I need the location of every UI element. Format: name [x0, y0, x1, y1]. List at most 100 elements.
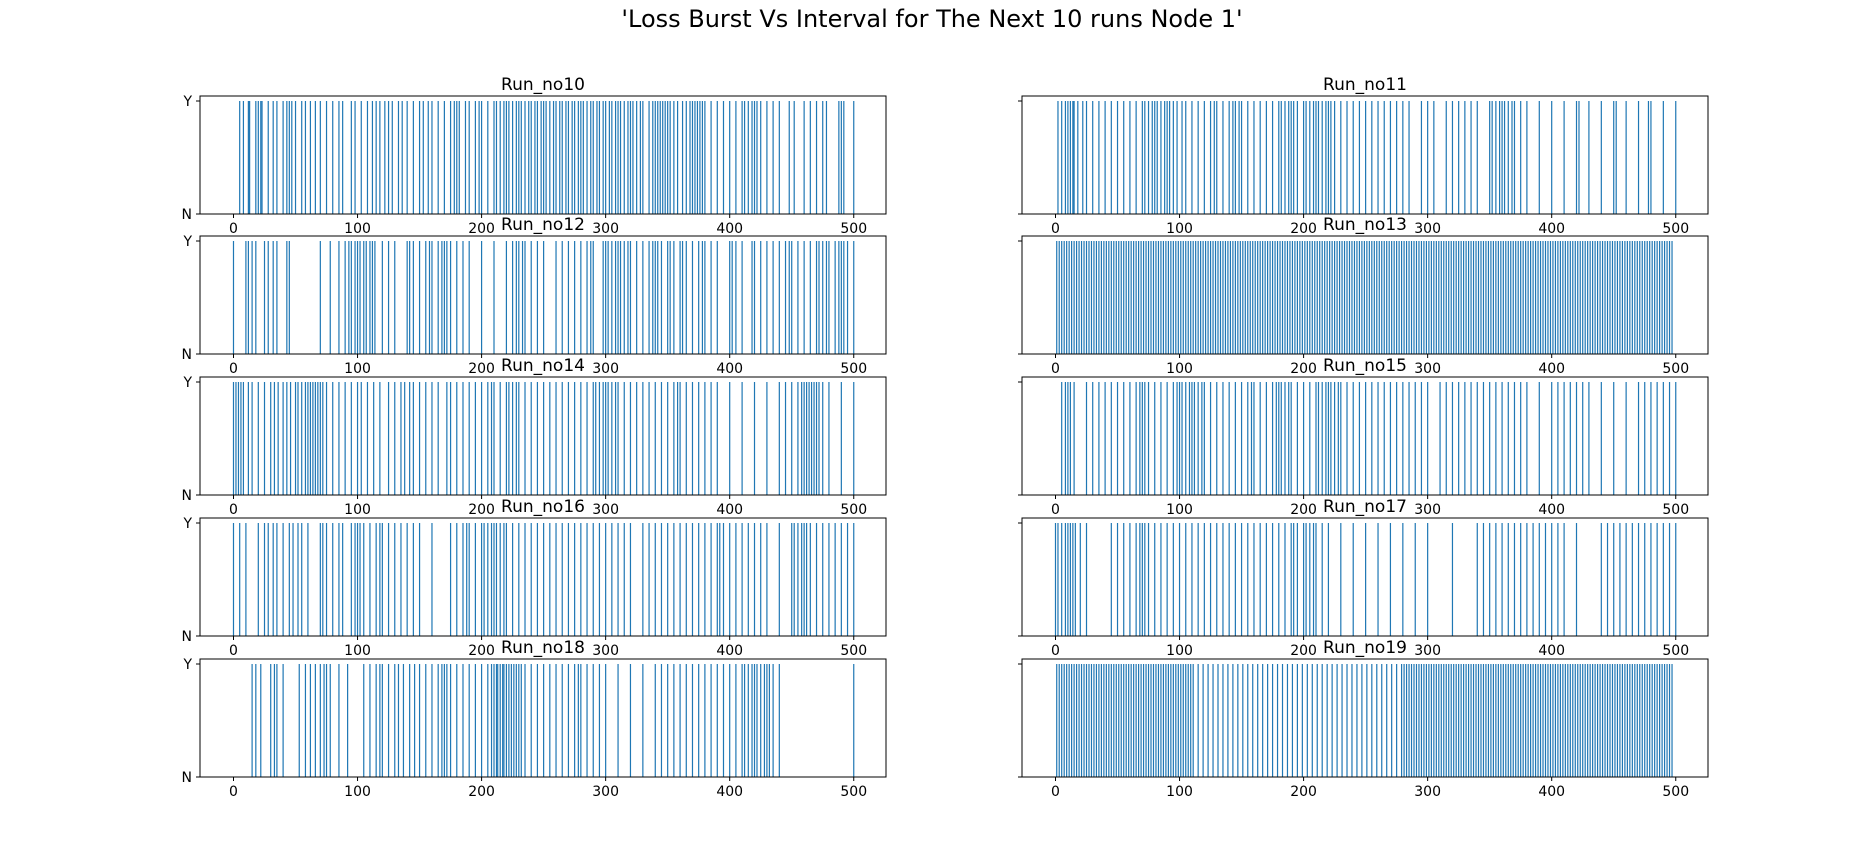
bar: [291, 101, 293, 214]
bar: [1157, 664, 1160, 777]
bar: [1594, 664, 1596, 777]
x-tick-label: 300: [592, 361, 619, 377]
bar: [1105, 241, 1107, 354]
bar: [1172, 523, 1174, 636]
bar: [237, 382, 240, 495]
bar: [1167, 664, 1169, 777]
bar: [1356, 241, 1358, 354]
x-tick-label: 400: [1538, 502, 1565, 518]
bar: [1216, 382, 1218, 495]
bar: [1147, 664, 1150, 777]
subplot-run-no19: Run_no19 0 100 200 300 400 500: [1018, 638, 1709, 800]
bar: [1512, 664, 1514, 777]
bar: [660, 523, 663, 636]
bar: [1601, 664, 1604, 777]
bar: [1154, 101, 1156, 214]
bar: [1526, 101, 1528, 214]
bar: [1227, 241, 1229, 354]
bar: [1166, 382, 1168, 495]
bar: [402, 664, 405, 777]
axes-frame: [1021, 95, 1709, 215]
bar: [1147, 101, 1150, 214]
bar: [602, 101, 604, 214]
bar: [456, 382, 458, 495]
bar: [394, 523, 396, 636]
bar: [1526, 523, 1528, 636]
bar: [1068, 241, 1070, 354]
bar: [1644, 382, 1646, 495]
bar: [1430, 664, 1432, 777]
bar: [366, 101, 369, 214]
bar: [1154, 523, 1156, 636]
bar: [1209, 523, 1212, 636]
bar: [1637, 382, 1640, 495]
bar: [1265, 101, 1267, 214]
bar: [1321, 241, 1323, 354]
bar: [1115, 241, 1117, 354]
bar: [1589, 664, 1591, 777]
bar: [1636, 664, 1638, 777]
bar: [1619, 241, 1621, 354]
bar: [1470, 241, 1472, 354]
bar: [716, 382, 718, 495]
bar: [834, 523, 836, 636]
bar: [676, 101, 679, 214]
bar: [1377, 101, 1379, 214]
bar: [1646, 664, 1648, 777]
bar: [1579, 664, 1581, 777]
bar: [1182, 664, 1184, 777]
bar: [1160, 101, 1162, 214]
bar: [397, 664, 400, 777]
bar: [1458, 101, 1460, 214]
bar: [530, 523, 532, 636]
bar: [1353, 241, 1356, 354]
bar: [1659, 241, 1661, 354]
bar: [1427, 523, 1429, 636]
bar: [480, 101, 483, 214]
bar: [443, 241, 445, 354]
bar: [1520, 523, 1522, 636]
bar: [1619, 523, 1621, 636]
bar: [1389, 523, 1392, 636]
bar: [1589, 241, 1591, 354]
bar: [391, 101, 393, 214]
bar: [1500, 241, 1502, 354]
bar: [1551, 101, 1553, 214]
bar: [552, 101, 555, 214]
bar: [1363, 241, 1365, 354]
bar: [487, 523, 489, 636]
bar: [1639, 664, 1641, 777]
bar: [1606, 664, 1609, 777]
bar: [384, 101, 386, 214]
bar: [676, 382, 679, 495]
bar: [1527, 241, 1529, 354]
bar: [1172, 664, 1174, 777]
bar: [1662, 523, 1664, 636]
bar: [614, 382, 617, 495]
axes-frame: [1021, 376, 1709, 496]
bar: [1181, 101, 1183, 214]
bar: [1271, 241, 1274, 354]
bar: [1497, 664, 1499, 777]
bar: [1443, 241, 1445, 354]
bar: [1316, 664, 1318, 777]
bar: [1366, 664, 1368, 777]
bar: [1501, 101, 1503, 214]
bar: [1587, 241, 1589, 354]
bar: [1663, 664, 1666, 777]
bar: [1352, 101, 1354, 214]
bar: [1554, 241, 1557, 354]
bar: [1464, 382, 1466, 495]
bar: [1507, 523, 1509, 636]
bar: [1224, 241, 1227, 354]
bar: [1455, 241, 1457, 354]
bar: [371, 241, 374, 354]
bar: [543, 523, 545, 636]
bar: [394, 664, 396, 777]
bar: [1563, 523, 1565, 636]
bar: [304, 664, 307, 777]
bar: [1074, 523, 1076, 636]
bar: [515, 382, 517, 495]
bar: [731, 241, 733, 354]
